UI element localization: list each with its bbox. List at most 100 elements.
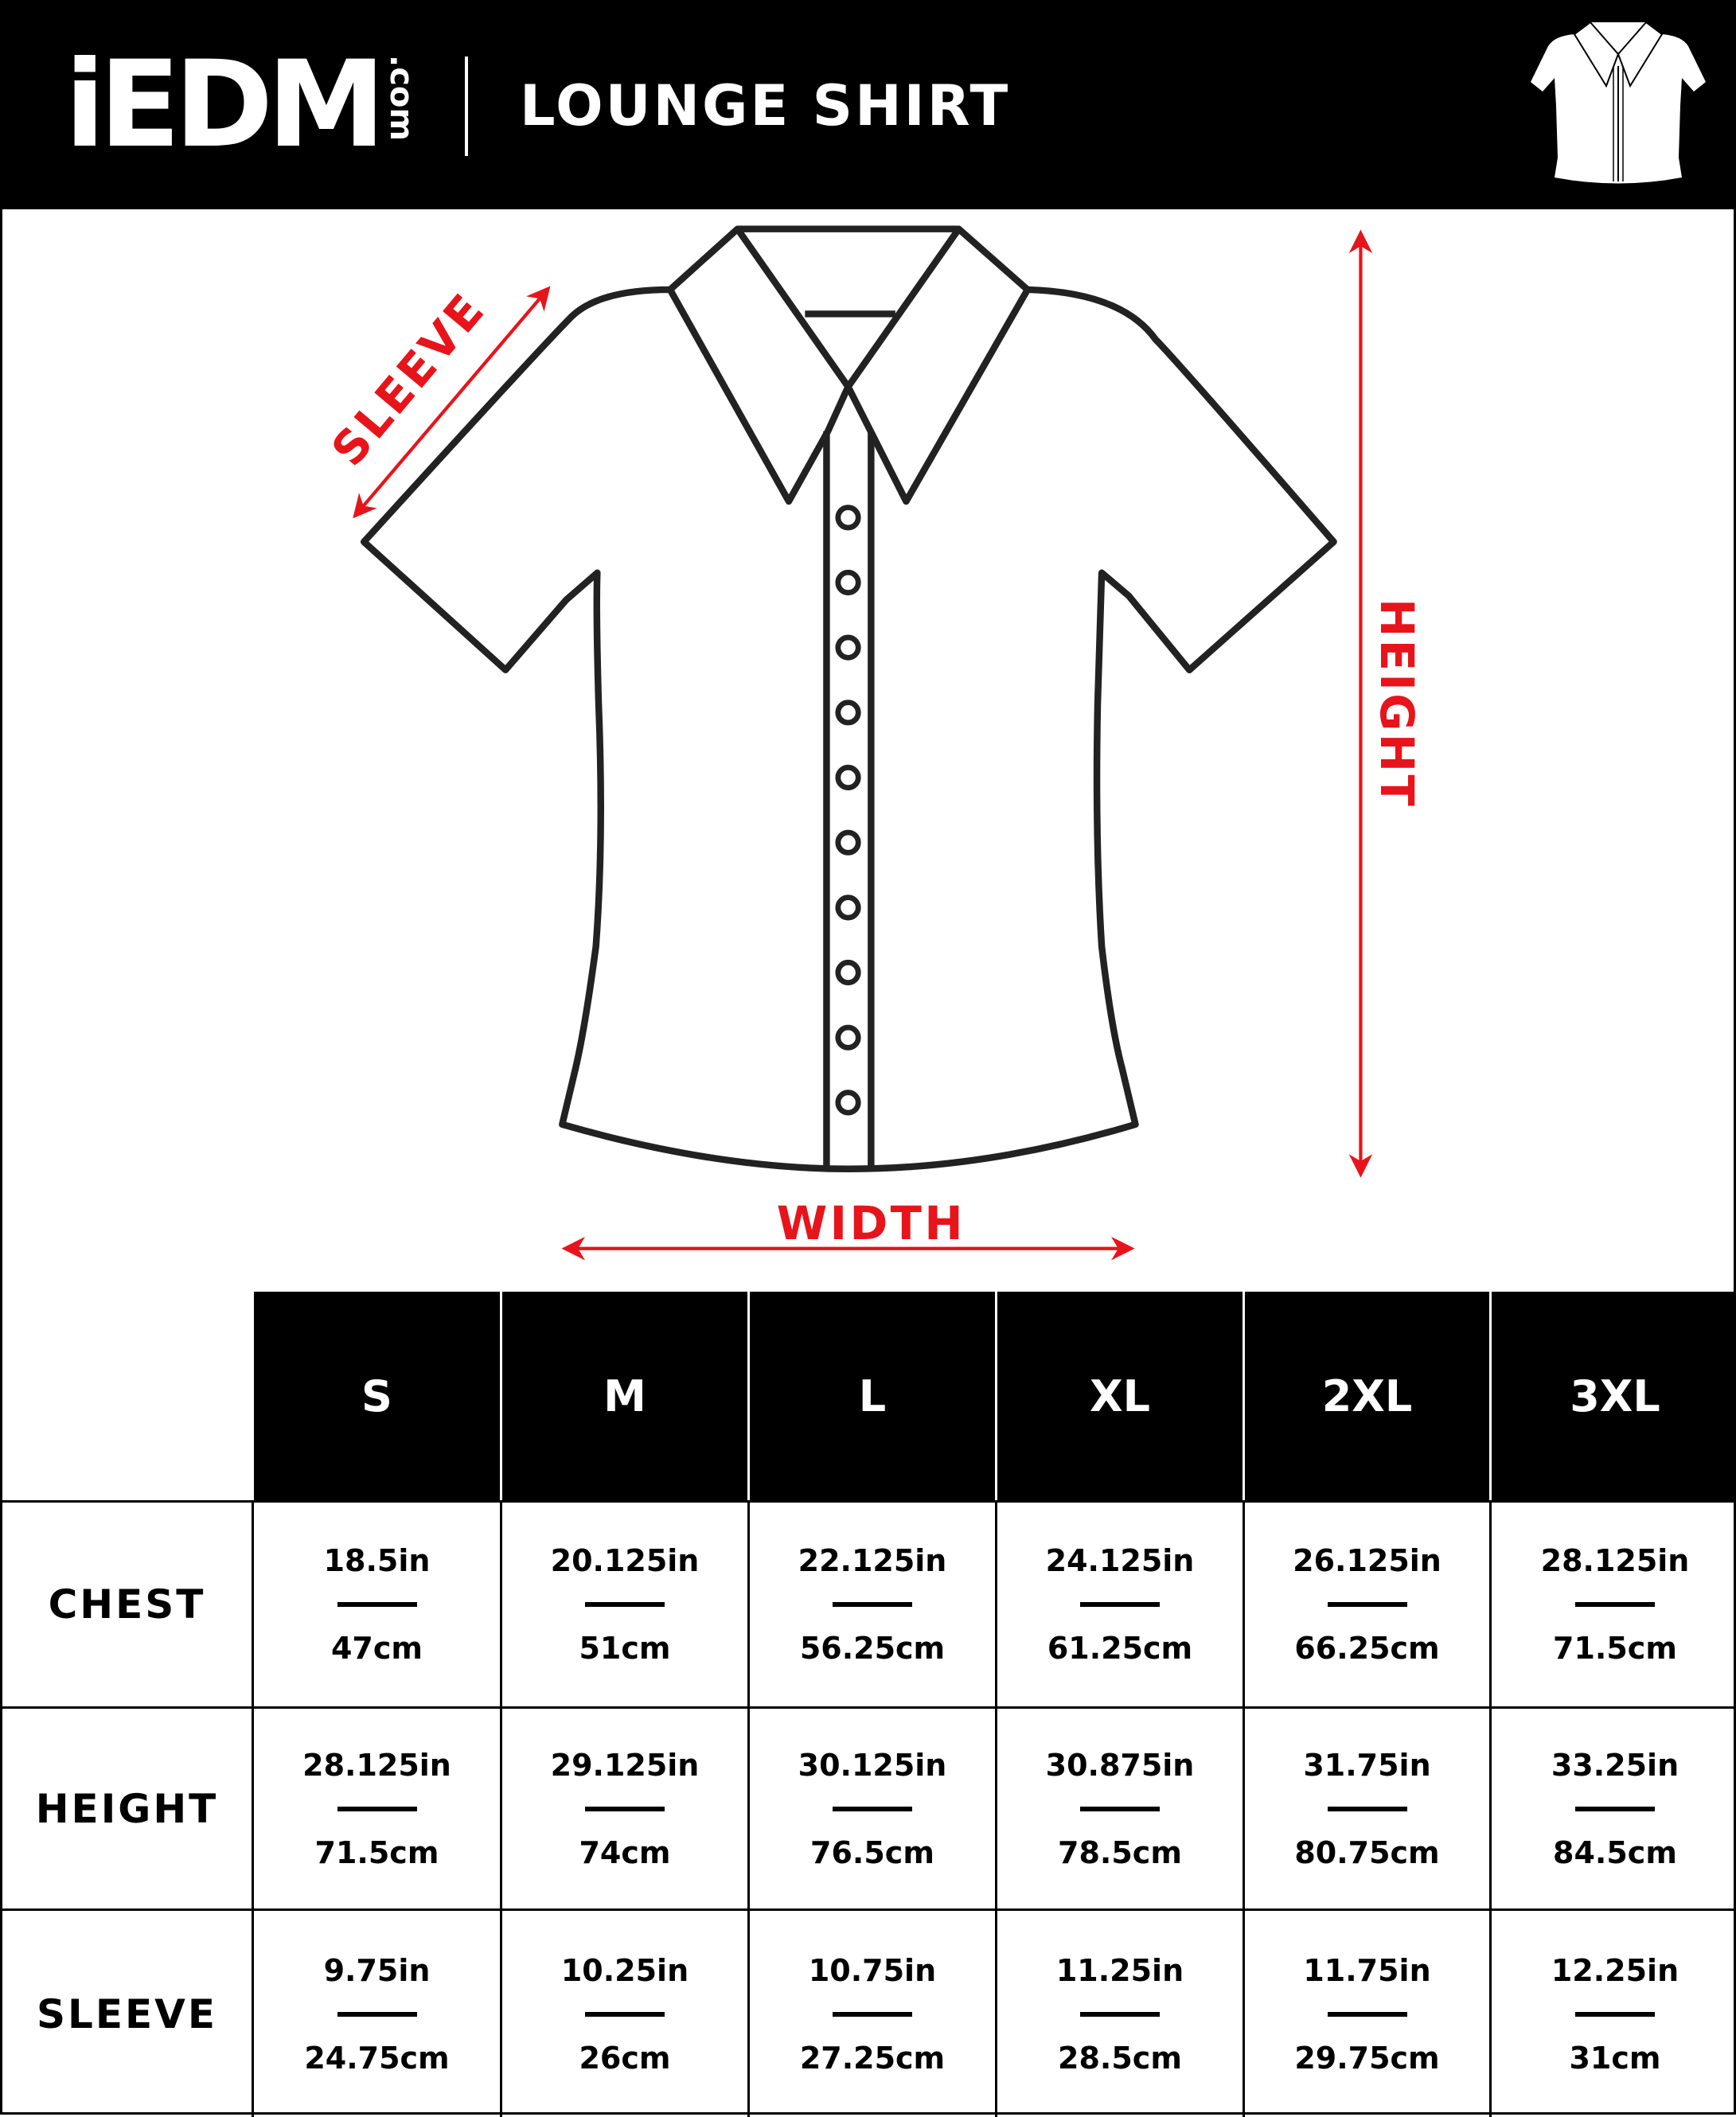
separator (585, 2011, 665, 2017)
separator (1080, 2011, 1160, 2017)
separator (1327, 1602, 1407, 1607)
value-inches: 33.25in (1551, 1747, 1679, 1783)
size-header: 3XL (1489, 1292, 1736, 1500)
header-divider (465, 57, 468, 156)
button-hole (835, 634, 861, 661)
table-cell: 10.25in 26cm (500, 1908, 747, 2117)
separator (585, 1806, 665, 1811)
button-hole (835, 1024, 861, 1051)
separator (1575, 1806, 1655, 1811)
button-hole (835, 505, 861, 531)
separator (833, 1602, 912, 1607)
value-cm: 76.5cm (810, 1834, 934, 1870)
value-inches: 22.125in (798, 1543, 947, 1578)
header-bar: iEDM .com LOUNGE SHIRT (2, 2, 1736, 209)
table-cell: 30.875in 78.5cm (995, 1706, 1243, 1908)
logo-main: iEDM (64, 36, 386, 174)
value-cm: 51cm (579, 1631, 671, 1666)
shirt-icon (1531, 21, 1706, 184)
sleeve-arrow (353, 286, 551, 519)
table-cell: 31.75in 80.75cm (1243, 1706, 1489, 1908)
table-cell: 10.75in 27.25cm (747, 1908, 995, 2117)
separator (337, 1602, 417, 1607)
table-cell: 28.125in 71.5cm (1489, 1500, 1736, 1706)
logo: iEDM .com (64, 36, 466, 174)
separator (1327, 2011, 1407, 2017)
table-cell: 24.125in 61.25cm (995, 1500, 1243, 1706)
value-cm: 24.75cm (304, 2040, 450, 2076)
value-inches: 20.125in (550, 1543, 700, 1578)
size-header: 2XL (1243, 1292, 1489, 1500)
separator (1080, 1806, 1160, 1811)
row-label: CHEST (2, 1500, 252, 1706)
table-cell: 28.125in 71.5cm (252, 1706, 500, 1908)
table-cell: 29.125in 74cm (500, 1706, 747, 1908)
value-cm: 84.5cm (1553, 1834, 1677, 1870)
separator (1575, 2011, 1655, 2017)
value-inches: 11.75in (1303, 1952, 1431, 1988)
value-cm: 78.5cm (1058, 1834, 1182, 1870)
table-cell: 33.25in 84.5cm (1489, 1706, 1736, 1908)
value-cm: 74cm (579, 1834, 671, 1870)
value-cm: 71.5cm (314, 1834, 439, 1870)
value-inches: 10.75in (808, 1952, 937, 1988)
table-cell: 12.25in 31cm (1489, 1908, 1736, 2117)
button-hole (835, 569, 861, 596)
table-cell: 20.125in 51cm (500, 1500, 747, 1706)
button-hole (835, 764, 861, 791)
height-label: HEIGHT (1370, 598, 1423, 809)
value-cm: 27.25cm (799, 2040, 946, 2076)
row-label: SLEEVE (2, 1908, 252, 2117)
value-cm: 80.75cm (1294, 1834, 1440, 1870)
value-inches: 30.875in (1045, 1747, 1195, 1783)
shirt-outline (360, 225, 1337, 1172)
separator (833, 1806, 912, 1811)
button-hole (835, 1090, 861, 1116)
size-header: L (747, 1292, 995, 1500)
button-hole (835, 959, 861, 986)
button-hole (835, 895, 861, 921)
value-inches: 31.75in (1303, 1747, 1431, 1783)
value-inches: 11.25in (1055, 1952, 1184, 1988)
width-label: WIDTH (777, 1197, 966, 1250)
value-inches: 28.125in (1540, 1543, 1690, 1578)
table-cell: 26.125in 66.25cm (1243, 1500, 1489, 1706)
button-hole (835, 829, 861, 856)
button-hole (835, 700, 861, 726)
size-header: M (500, 1292, 747, 1500)
size-header: S (252, 1292, 500, 1500)
value-inches: 18.5in (323, 1543, 431, 1578)
value-inches: 12.25in (1551, 1952, 1679, 1988)
buttons (835, 505, 861, 1116)
table-cell: 22.125in 56.25cm (747, 1500, 995, 1706)
table-cell: 18.5in 47cm (252, 1500, 500, 1706)
value-inches: 29.125in (550, 1747, 700, 1783)
separator (1080, 1602, 1160, 1607)
value-cm: 61.25cm (1047, 1631, 1193, 1666)
table-cell: 9.75in 24.75cm (252, 1908, 500, 2117)
value-cm: 47cm (330, 1631, 423, 1666)
separator (585, 1602, 665, 1607)
row-label: HEIGHT (2, 1706, 252, 1908)
value-cm: 66.25cm (1294, 1631, 1440, 1666)
page-title: LOUNGE SHIRT (520, 73, 1011, 138)
value-inches: 26.125in (1293, 1543, 1441, 1578)
separator (337, 1806, 417, 1811)
value-inches: 9.75in (323, 1952, 431, 1988)
value-cm: 26cm (579, 2040, 671, 2076)
table-cell: 30.125in 76.5cm (747, 1706, 995, 1908)
size-header: XL (995, 1292, 1243, 1500)
value-cm: 31cm (1569, 2040, 1661, 2076)
value-inches: 10.25in (560, 1952, 689, 1988)
table-cell: 11.25in 28.5cm (995, 1908, 1243, 2117)
separator (833, 2011, 912, 2017)
value-cm: 29.75cm (1294, 2040, 1440, 2076)
separator (1575, 1602, 1655, 1607)
table-cell: 11.75in 29.75cm (1243, 1908, 1489, 2117)
value-cm: 28.5cm (1058, 2040, 1182, 2076)
value-inches: 30.125in (798, 1747, 947, 1783)
separator (1327, 1806, 1407, 1811)
value-inches: 24.125in (1045, 1543, 1195, 1578)
